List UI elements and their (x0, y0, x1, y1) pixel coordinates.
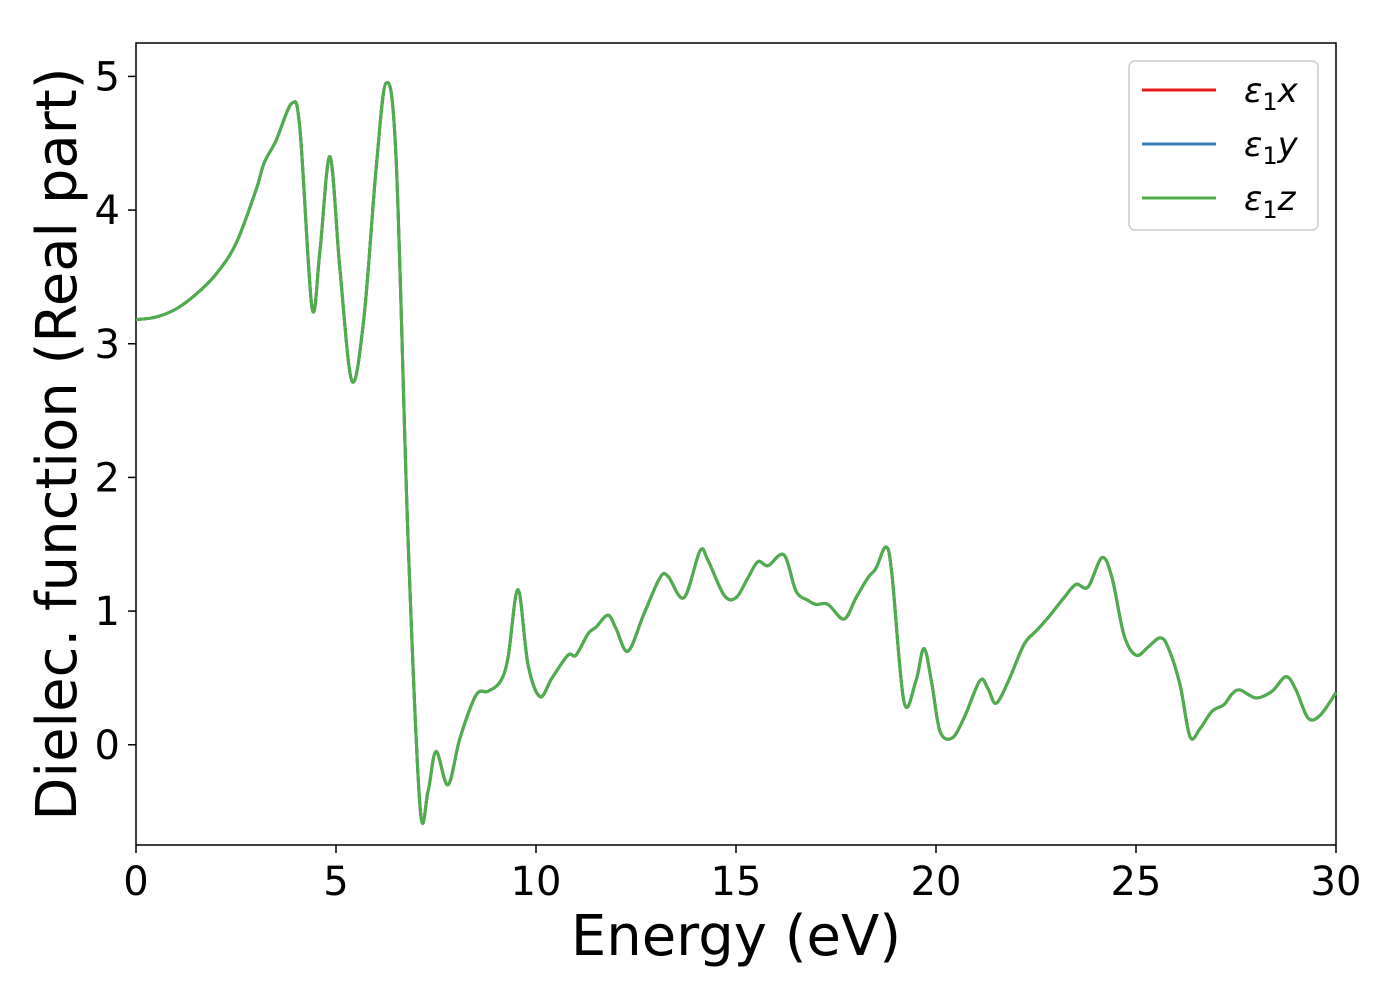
y-axis-title: Dielec. function (Real part) (25, 67, 90, 820)
legend-label: ε1y (1244, 125, 1299, 170)
x-axis-ticks: 0 5 10 15 20 25 30 (123, 845, 1361, 905)
y-tick-label: 1 (95, 589, 120, 635)
x-axis-title: Energy (eV) (571, 904, 901, 969)
y-tick-label: 4 (95, 188, 120, 234)
x-tick-label: 5 (323, 859, 348, 905)
legend-label: ε1z (1244, 179, 1297, 224)
legend-box (1128, 60, 1319, 231)
x-tick-label: 10 (511, 859, 562, 905)
y-tick-label: 3 (95, 322, 120, 368)
legend-label: ε1x (1244, 71, 1299, 116)
y-axis-ticks: 0 1 2 3 4 5 (95, 54, 136, 769)
legend: ε1x ε1y ε1z (1128, 60, 1319, 231)
y-tick-label: 5 (95, 54, 120, 100)
x-tick-label: 0 (123, 859, 148, 905)
x-tick-label: 20 (911, 859, 962, 905)
x-tick-label: 30 (1311, 859, 1362, 905)
x-tick-label: 15 (711, 859, 762, 905)
y-tick-label: 2 (95, 455, 120, 501)
y-tick-label: 0 (95, 723, 120, 769)
legend-items: ε1x ε1y ε1z (1142, 71, 1299, 224)
series-layer (135, 81, 1338, 825)
series-line-2 (135, 81, 1338, 825)
x-tick-label: 25 (1111, 859, 1162, 905)
